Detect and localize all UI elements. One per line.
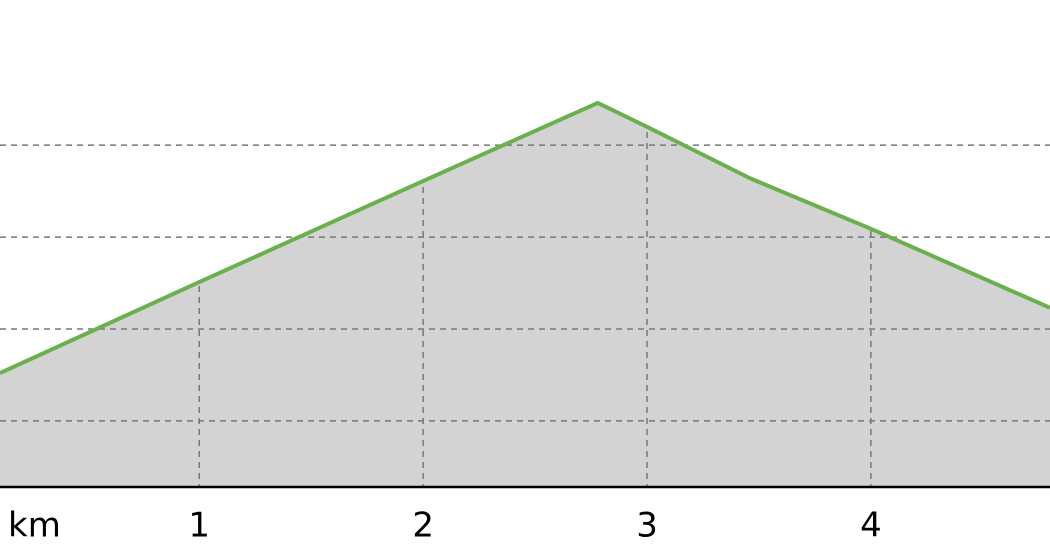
x-tick-label: 1 (188, 506, 210, 546)
line (0, 100, 1050, 375)
x-tick-label: 2 (412, 506, 434, 546)
x-tick-label: 4 (860, 506, 882, 546)
area-fill (0, 102, 1050, 487)
x-tick-label: 3 (636, 506, 658, 546)
x-axis-label: km (8, 506, 61, 546)
